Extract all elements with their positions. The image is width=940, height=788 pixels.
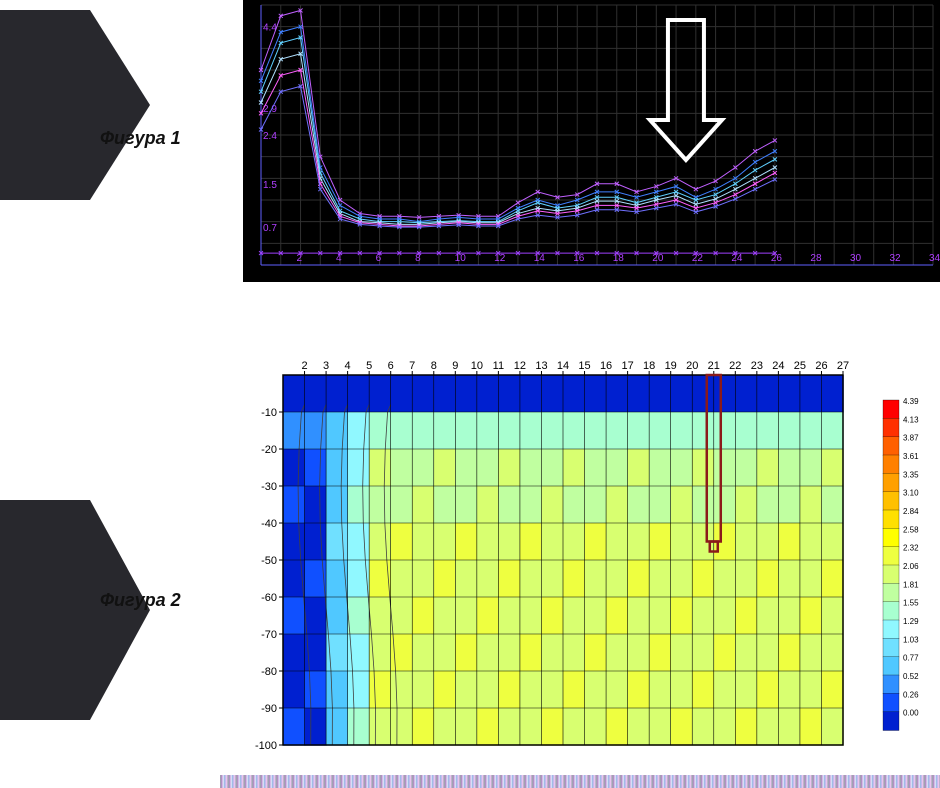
bottom-noise-strip [220, 775, 940, 788]
svg-text:5: 5 [366, 360, 372, 372]
svg-text:6: 6 [388, 360, 394, 372]
svg-text:-70: -70 [261, 629, 277, 641]
svg-text:4.13: 4.13 [903, 415, 919, 424]
figure1-label: Фигура 1 [100, 128, 181, 149]
svg-text:1.55: 1.55 [903, 599, 919, 608]
svg-text:3: 3 [323, 360, 329, 372]
svg-text:3.35: 3.35 [903, 470, 919, 479]
svg-text:0.26: 0.26 [903, 690, 919, 699]
svg-text:2.84: 2.84 [903, 507, 919, 516]
svg-text:0.00: 0.00 [903, 709, 919, 718]
svg-text:0.77: 0.77 [903, 654, 919, 663]
svg-text:0.7: 0.7 [263, 223, 277, 234]
svg-text:17: 17 [621, 360, 633, 372]
svg-text:34: 34 [929, 253, 940, 264]
svg-text:10: 10 [471, 360, 483, 372]
contour-heatmap: 2345678910111213141516171819202122232425… [243, 350, 940, 755]
svg-text:32: 32 [889, 253, 901, 264]
svg-text:21: 21 [708, 360, 720, 372]
svg-text:11: 11 [493, 360, 504, 372]
svg-text:9: 9 [452, 360, 458, 372]
svg-text:28: 28 [810, 253, 822, 264]
heatmap-svg: 2345678910111213141516171819202122232425… [243, 350, 940, 755]
svg-text:-80: -80 [261, 666, 277, 678]
svg-text:0.52: 0.52 [903, 672, 919, 681]
svg-text:16: 16 [600, 360, 612, 372]
svg-text:24: 24 [772, 360, 784, 372]
svg-text:2.32: 2.32 [903, 544, 919, 553]
svg-text:-20: -20 [261, 444, 277, 456]
svg-text:13: 13 [535, 360, 547, 372]
svg-text:22: 22 [729, 360, 741, 372]
svg-text:3.10: 3.10 [903, 489, 919, 498]
svg-text:1.5: 1.5 [263, 180, 277, 191]
svg-text:-90: -90 [261, 703, 277, 715]
svg-text:-10: -10 [261, 407, 277, 419]
svg-text:-100: -100 [255, 740, 277, 752]
svg-text:8: 8 [431, 360, 437, 372]
svg-text:19: 19 [665, 360, 677, 372]
svg-text:26: 26 [815, 360, 827, 372]
svg-text:20: 20 [686, 360, 698, 372]
svg-text:2.58: 2.58 [903, 525, 919, 534]
svg-text:1.81: 1.81 [903, 580, 919, 589]
svg-text:30: 30 [850, 253, 862, 264]
svg-text:2.06: 2.06 [903, 562, 919, 571]
svg-text:3.61: 3.61 [903, 452, 919, 461]
decorative-pointer-1 [0, 10, 90, 200]
svg-text:27: 27 [837, 360, 849, 372]
svg-text:18: 18 [643, 360, 655, 372]
figure2-label: Фигура 2 [100, 590, 181, 611]
svg-text:25: 25 [794, 360, 806, 372]
svg-text:3.87: 3.87 [903, 434, 919, 443]
svg-text:15: 15 [578, 360, 590, 372]
svg-text:-30: -30 [261, 481, 277, 493]
decorative-pointer-2 [0, 500, 90, 720]
svg-text:4.39: 4.39 [903, 397, 919, 406]
svg-text:7: 7 [409, 360, 415, 372]
svg-text:4: 4 [345, 360, 351, 372]
line-chart-svg: 0.71.52.42.94.42468101214161820222426283… [243, 0, 940, 282]
svg-text:-40: -40 [261, 518, 277, 530]
svg-text:23: 23 [751, 360, 763, 372]
svg-text:2: 2 [301, 360, 307, 372]
svg-text:14: 14 [557, 360, 569, 372]
svg-text:-60: -60 [261, 592, 277, 604]
line-chart: 0.71.52.42.94.42468101214161820222426283… [243, 0, 940, 282]
svg-text:2.4: 2.4 [263, 131, 277, 142]
svg-text:-50: -50 [261, 555, 277, 567]
svg-text:12: 12 [514, 360, 526, 372]
svg-text:1.03: 1.03 [903, 635, 919, 644]
svg-text:1.29: 1.29 [903, 617, 919, 626]
